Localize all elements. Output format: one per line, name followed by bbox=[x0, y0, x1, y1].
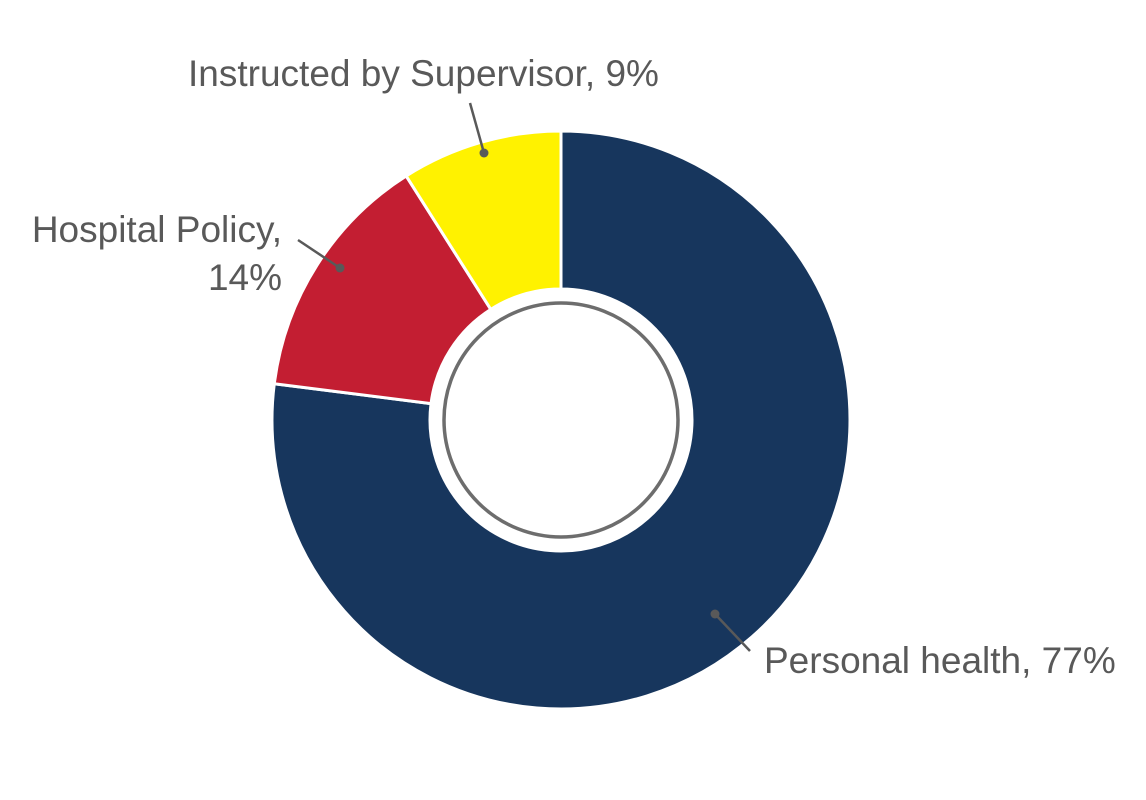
slice-hospital-policy bbox=[272, 174, 493, 406]
slices bbox=[270, 129, 852, 711]
center-ring bbox=[442, 301, 680, 539]
slice-label-personal-health: Personal health, 77% bbox=[764, 640, 1116, 681]
leader-instructed-by-supervisor bbox=[468, 102, 489, 158]
slice-personal-health bbox=[270, 129, 852, 711]
leader-personal-health bbox=[710, 609, 751, 652]
slice-instructed-by-supervisor bbox=[404, 129, 563, 311]
slice-label-hospital-policy-line1: Hospital Policy, bbox=[32, 209, 282, 250]
leader-hospital-policy bbox=[297, 238, 345, 273]
slice-label-instructed-by-supervisor: Instructed by Supervisor, 9% bbox=[188, 53, 659, 94]
slice-label-hospital-policy-line2: 14% bbox=[208, 257, 282, 298]
